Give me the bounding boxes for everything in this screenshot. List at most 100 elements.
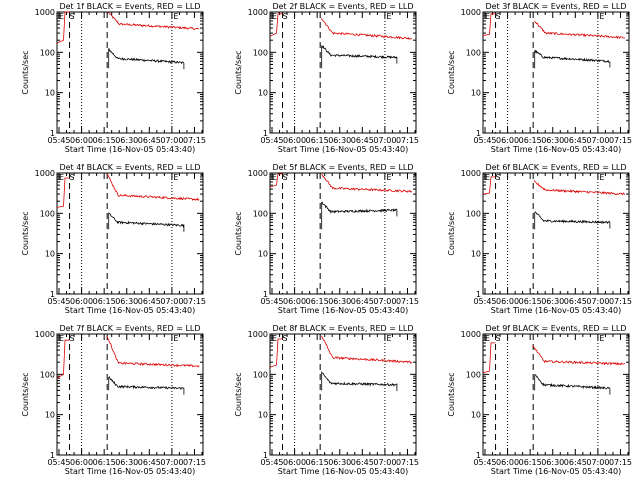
x-tick-label: 06:00 bbox=[496, 136, 519, 145]
y-axis-label: Counts/sec bbox=[234, 211, 243, 255]
event-marker-label: E bbox=[386, 12, 391, 21]
y-axis-label: Counts/sec bbox=[447, 372, 456, 416]
x-axis-label: Start Time (16-Nov-05 05:43:40) bbox=[65, 306, 195, 315]
event-marker-label: S bbox=[496, 334, 501, 343]
x-tick-label: 06:45 bbox=[138, 297, 161, 306]
plot-title: Det 7f BLACK = Events, RED = LLD bbox=[59, 324, 200, 333]
x-tick-label: 07:00 bbox=[160, 136, 183, 145]
y-tick-label: 1 bbox=[263, 451, 268, 460]
x-tick-label: 05:45 bbox=[47, 458, 70, 467]
event-marker-label: E bbox=[599, 12, 604, 21]
x-axis-label: Start Time (16-Nov-05 05:43:40) bbox=[491, 467, 621, 476]
series-black-events bbox=[321, 201, 398, 230]
x-tick-label: 06:15 bbox=[519, 458, 542, 467]
event-marker-label: E bbox=[386, 173, 391, 182]
x-tick-label: 07:15 bbox=[183, 297, 206, 306]
y-axis-label: Counts/sec bbox=[234, 372, 243, 416]
event-marker-label: E bbox=[485, 334, 490, 343]
detector-panel-7: Det 7f BLACK = Events, RED = LLD 1 10 100 10… bbox=[21, 324, 206, 476]
y-tick-label: 10 bbox=[471, 411, 481, 420]
y-tick-label: 10 bbox=[45, 411, 55, 420]
detector-panel-6: Det 6f BLACK = Events, RED = LLD 1 10 100 10… bbox=[447, 163, 632, 315]
event-marker-label: E bbox=[599, 173, 604, 182]
x-tick-label: 07:00 bbox=[373, 136, 396, 145]
x-tick-label: 06:30 bbox=[115, 297, 138, 306]
x-axis-label: Start Time (16-Nov-05 05:43:40) bbox=[491, 306, 621, 315]
x-tick-label: 07:00 bbox=[160, 458, 183, 467]
x-tick-label: 06:30 bbox=[541, 297, 564, 306]
y-tick-label: 100 bbox=[253, 370, 268, 379]
event-marker-label: E bbox=[59, 334, 64, 343]
plot-title: Det 9f BLACK = Events, RED = LLD bbox=[485, 324, 626, 333]
event-marker-label: S bbox=[283, 334, 288, 343]
x-tick-label: 06:00 bbox=[283, 458, 306, 467]
x-tick-label: 07:00 bbox=[586, 458, 609, 467]
x-tick-label: 05:45 bbox=[260, 458, 283, 467]
x-axis-label: Start Time (16-Nov-05 05:43:40) bbox=[278, 145, 408, 154]
y-tick-label: 100 bbox=[466, 370, 481, 379]
plot-frame bbox=[56, 11, 204, 134]
detector-panel-4: Det 4f BLACK = Events, RED = LLD 1 10 100 10… bbox=[21, 163, 206, 315]
y-tick-label: 100 bbox=[466, 48, 481, 57]
y-tick-label: 1 bbox=[476, 451, 481, 460]
x-tick-label: 07:15 bbox=[609, 297, 632, 306]
x-tick-label: 06:30 bbox=[541, 136, 564, 145]
series-red-lld bbox=[56, 11, 200, 44]
event-marker-label: E bbox=[599, 334, 604, 343]
x-tick-label: 07:00 bbox=[373, 297, 396, 306]
event-marker-label: S bbox=[70, 173, 75, 182]
event-marker-label: E bbox=[485, 12, 490, 21]
x-axis-label: Start Time (16-Nov-05 05:43:40) bbox=[65, 467, 195, 476]
x-tick-label: 06:00 bbox=[70, 297, 93, 306]
plot-title: Det 3f BLACK = Events, RED = LLD bbox=[485, 2, 626, 11]
series-black-events bbox=[108, 375, 185, 395]
x-tick-label: 05:45 bbox=[260, 136, 283, 145]
y-tick-label: 1000 bbox=[461, 8, 481, 17]
x-tick-label: 05:45 bbox=[473, 297, 496, 306]
x-tick-label: 06:00 bbox=[496, 297, 519, 306]
plot-frame bbox=[482, 333, 630, 456]
x-tick-label: 06:45 bbox=[351, 297, 374, 306]
y-tick-label: 10 bbox=[45, 250, 55, 259]
y-axis-label: Counts/sec bbox=[21, 50, 30, 94]
y-tick-label: 1 bbox=[50, 129, 55, 138]
plot-frame bbox=[269, 11, 417, 134]
y-tick-label: 10 bbox=[258, 250, 268, 259]
y-tick-label: 100 bbox=[40, 209, 55, 218]
x-tick-label: 06:30 bbox=[328, 136, 351, 145]
x-tick-label: 06:15 bbox=[519, 297, 542, 306]
series-black-events bbox=[321, 370, 398, 392]
x-tick-label: 06:30 bbox=[328, 458, 351, 467]
y-tick-label: 10 bbox=[471, 89, 481, 98]
series-black-events bbox=[534, 211, 611, 230]
plot-title: Det 4f BLACK = Events, RED = LLD bbox=[59, 163, 200, 172]
y-tick-label: 1 bbox=[50, 290, 55, 299]
x-tick-label: 06:15 bbox=[306, 297, 329, 306]
x-tick-label: 07:00 bbox=[586, 297, 609, 306]
y-tick-label: 10 bbox=[258, 411, 268, 420]
event-marker-label: E bbox=[59, 12, 64, 21]
x-tick-label: 06:45 bbox=[564, 136, 587, 145]
y-tick-label: 1000 bbox=[248, 8, 268, 17]
y-tick-label: 100 bbox=[40, 370, 55, 379]
series-red-lld bbox=[56, 335, 200, 379]
y-tick-label: 10 bbox=[258, 89, 268, 98]
y-tick-label: 100 bbox=[466, 209, 481, 218]
x-tick-label: 05:45 bbox=[473, 136, 496, 145]
x-tick-label: 06:45 bbox=[564, 458, 587, 467]
plot-frame bbox=[56, 172, 204, 295]
y-tick-label: 1 bbox=[263, 129, 268, 138]
detector-panel-3: Det 3f BLACK = Events, RED = LLD 1 10 100 10… bbox=[447, 2, 632, 154]
y-tick-label: 1000 bbox=[461, 330, 481, 339]
x-tick-label: 05:45 bbox=[473, 458, 496, 467]
x-tick-label: 06:15 bbox=[306, 458, 329, 467]
y-tick-label: 100 bbox=[253, 209, 268, 218]
event-marker-label: S bbox=[283, 173, 288, 182]
y-tick-label: 1 bbox=[50, 451, 55, 460]
series-red-lld bbox=[482, 176, 626, 196]
event-marker-label: E bbox=[173, 12, 178, 21]
y-tick-label: 10 bbox=[45, 89, 55, 98]
y-tick-label: 100 bbox=[40, 48, 55, 57]
x-tick-label: 07:15 bbox=[396, 136, 419, 145]
